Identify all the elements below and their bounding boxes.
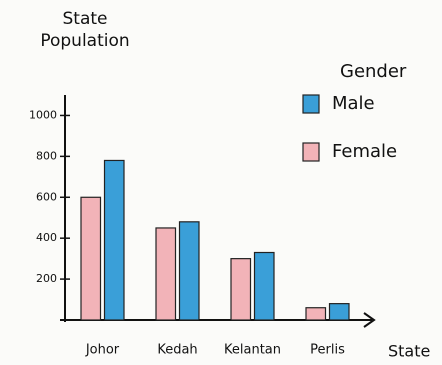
y-tick-label: 200 bbox=[36, 272, 57, 285]
x-tick-label: Perlis bbox=[310, 343, 345, 358]
bar bbox=[253, 251, 275, 321]
legend-label: Male bbox=[332, 93, 375, 114]
x-tick-label: Kelantan bbox=[224, 343, 281, 358]
legend-swatch bbox=[302, 142, 320, 162]
x-tick-label: Johor bbox=[85, 343, 120, 358]
x-tick-label: Kedah bbox=[157, 343, 197, 358]
bar bbox=[103, 159, 125, 321]
axis-arrow bbox=[363, 312, 376, 328]
y-tick-label: 600 bbox=[36, 190, 57, 203]
legend-swatch bbox=[302, 94, 320, 114]
bar bbox=[155, 227, 177, 321]
bar bbox=[305, 307, 327, 321]
bar bbox=[328, 303, 350, 321]
bar bbox=[230, 258, 252, 321]
bar bbox=[178, 221, 200, 321]
legend-label: Female bbox=[332, 141, 397, 162]
legend-title: Gender bbox=[340, 61, 407, 82]
x-axis-label: State bbox=[388, 342, 430, 361]
y-tick-label: 800 bbox=[36, 149, 57, 162]
y-axis-label: State Population bbox=[40, 9, 130, 51]
y-tick-label: 1000 bbox=[29, 108, 57, 121]
bar bbox=[80, 196, 102, 321]
y-tick-label: 400 bbox=[36, 231, 57, 244]
